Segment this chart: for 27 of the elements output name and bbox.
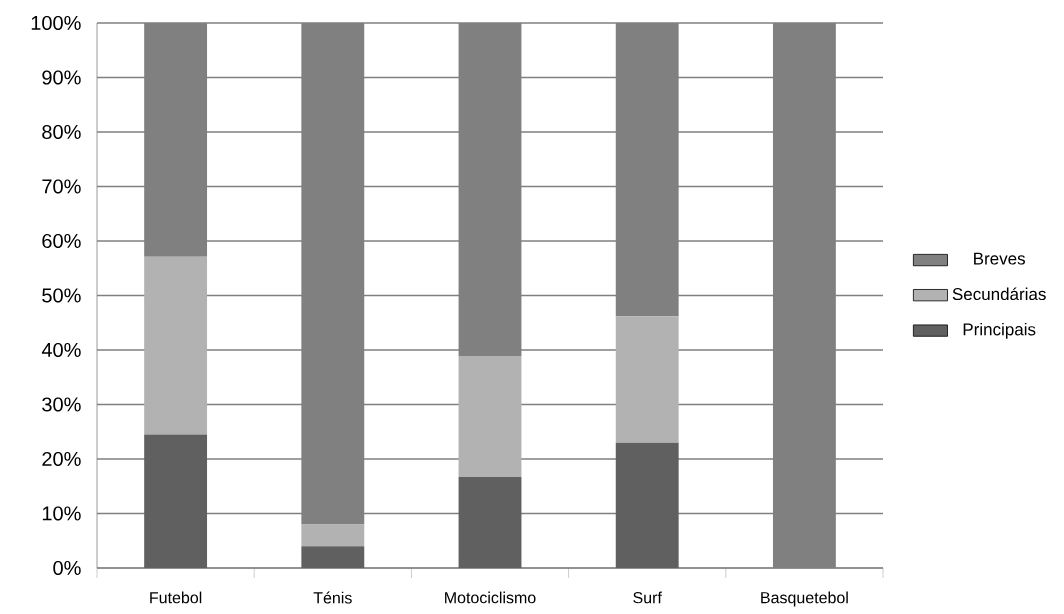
bar: [144, 434, 208, 568]
y-tick-label: 40%: [41, 342, 81, 358]
x-tick-label: Motociclismo: [445, 591, 536, 604]
bar: [615, 316, 679, 443]
y-tick-label: 60%: [42, 233, 81, 249]
x-tick-label: Futebol: [150, 591, 202, 604]
y-tick-label: 0%: [53, 560, 81, 576]
bar: [301, 524, 365, 547]
y-tick-label: 90%: [42, 70, 81, 85]
x-tick-label: Basquetebol: [761, 591, 848, 607]
legend-label: Principais: [963, 322, 1036, 339]
bar: [615, 442, 679, 568]
y-tick-label: 20%: [42, 451, 81, 467]
y-tick-label: 100%: [31, 15, 81, 31]
bar: [144, 256, 208, 435]
bar: [458, 355, 522, 477]
y-tick-label: 50%: [42, 288, 81, 303]
y-tick-label: 70%: [42, 179, 81, 194]
legend-label: Breves: [974, 252, 1025, 265]
y-tick-label: 80%: [42, 124, 81, 140]
x-tick-label: Ténis: [313, 591, 352, 604]
bar: [458, 476, 522, 568]
y-tick-label: 10%: [42, 506, 81, 521]
bar: [301, 546, 365, 568]
x-tick-label: Surf: [633, 591, 662, 604]
y-tick-label: 30%: [42, 397, 81, 412]
legend-label: Secundárias: [952, 287, 1046, 301]
